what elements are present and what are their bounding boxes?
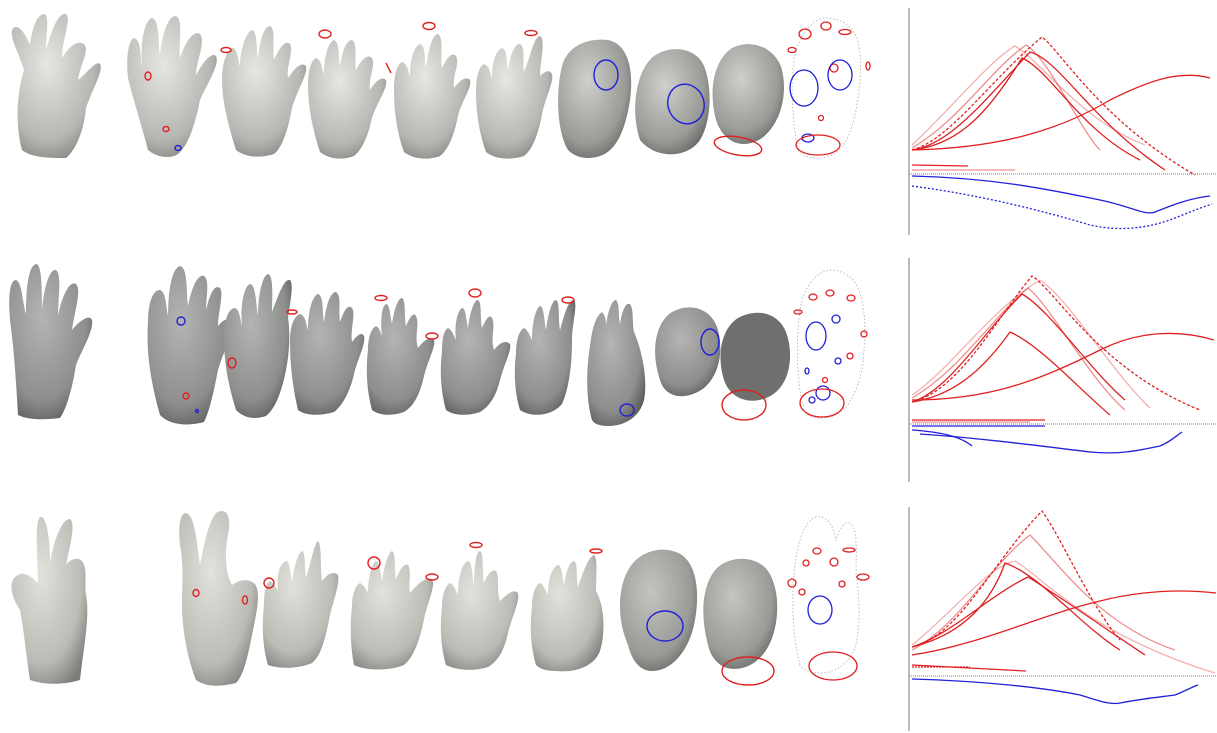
feature-layout-stage-9 bbox=[787, 516, 870, 681]
feature-markers bbox=[144, 21, 763, 157]
hand-stage-8 bbox=[587, 300, 646, 426]
feature-layout-stage-10 bbox=[787, 17, 871, 159]
blob-stage-8 bbox=[703, 558, 778, 669]
hand-stage-6 bbox=[440, 300, 511, 415]
hand-stage-7 bbox=[514, 300, 576, 415]
blob-stage-10 bbox=[720, 312, 791, 401]
row-victory-hand bbox=[0, 505, 1217, 733]
row-1-plot bbox=[908, 258, 1216, 482]
blob-stage-8 bbox=[635, 49, 710, 155]
hand-stage-1 bbox=[9, 264, 93, 420]
hand-stage-1 bbox=[11, 13, 101, 158]
hand-stage-4 bbox=[308, 40, 387, 159]
row-2-plot bbox=[908, 507, 1217, 731]
blob-stage-7 bbox=[558, 39, 632, 158]
hand-stage-6 bbox=[476, 36, 553, 159]
blob-stage-7 bbox=[619, 549, 698, 671]
hand-stage-2 bbox=[127, 15, 217, 158]
hand-stage-1 bbox=[11, 516, 88, 684]
hand-stage-2 bbox=[147, 266, 233, 425]
row-open-hand bbox=[0, 0, 1217, 240]
row-1-graphic bbox=[9, 258, 1216, 482]
feature-markers bbox=[192, 541, 775, 686]
hand-stage-4 bbox=[290, 292, 365, 415]
row-0-graphic bbox=[11, 8, 1216, 235]
blob-stage-9 bbox=[712, 44, 784, 144]
hand-stage-3 bbox=[222, 26, 307, 157]
hand-stage-3 bbox=[262, 541, 339, 668]
row-2-graphic bbox=[11, 507, 1217, 731]
blob-stage-9 bbox=[655, 307, 721, 397]
feature-layout-stage-11 bbox=[793, 269, 868, 419]
hand-stage-4 bbox=[350, 551, 434, 670]
hand-stage-6 bbox=[530, 555, 604, 672]
hand-stage-5 bbox=[366, 298, 435, 415]
hand-stage-5 bbox=[440, 551, 519, 670]
hand-stage-2 bbox=[179, 511, 258, 686]
hand-stage-3 bbox=[224, 274, 292, 418]
row-spread-hand bbox=[0, 250, 1217, 490]
feature-markers bbox=[176, 288, 767, 421]
hand-stage-5 bbox=[394, 34, 471, 159]
row-0-plot bbox=[908, 8, 1216, 235]
